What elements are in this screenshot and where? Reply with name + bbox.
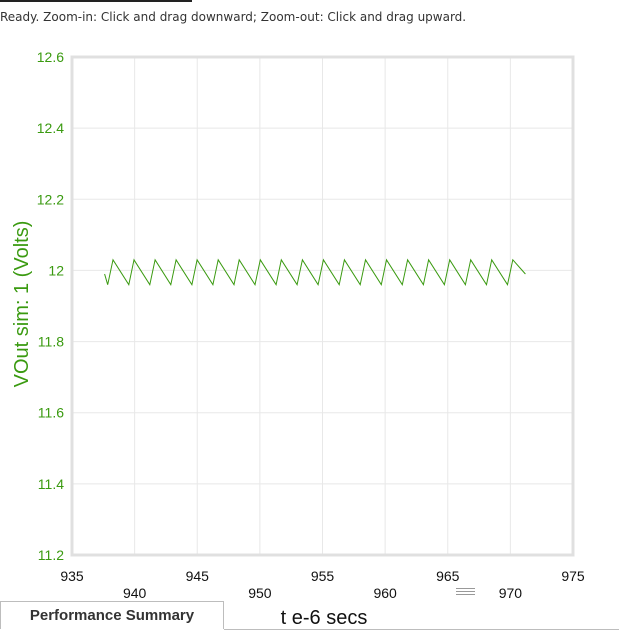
y-tick-label: 12.6 — [37, 49, 64, 65]
y-tick-label: 12.4 — [37, 120, 64, 136]
y-axis-ticks: 12.6 12.4 12.2 12 11.8 11.6 11.4 11.2 — [37, 49, 64, 563]
x-tick-label: 975 — [561, 568, 585, 584]
x-tick-label: 945 — [186, 568, 210, 584]
x-axis-ticks: 935 945 955 965 975 940 950 960 970 — [60, 568, 585, 601]
y-tick-label: 12 — [48, 262, 64, 278]
x-tick-label: 950 — [248, 585, 272, 601]
chart-grid — [71, 56, 574, 556]
y-tick-label: 11.6 — [38, 405, 64, 421]
x-axis-label: t e-6 secs — [281, 607, 368, 629]
y-tick-label: 11.4 — [38, 476, 64, 492]
chart-series-vout — [104, 258, 526, 287]
top-divider — [0, 0, 192, 2]
y-axis-label: VOut sim: 1 (Volts) — [11, 221, 33, 388]
x-tick-label: 955 — [311, 568, 335, 584]
x-tick-label: 965 — [436, 568, 460, 584]
x-tick-label: 970 — [499, 585, 523, 601]
plot-area[interactable] — [70, 55, 575, 557]
status-message: Ready. Zoom-in: Click and drag downward;… — [0, 10, 467, 24]
y-tick-label: 11.8 — [38, 334, 64, 350]
y-tick-label: 11.2 — [38, 547, 64, 563]
tab-strip-border — [224, 629, 619, 630]
x-tick-label: 935 — [60, 568, 84, 584]
tab-performance-summary[interactable]: Performance Summary — [0, 601, 224, 629]
y-tick-label: 12.2 — [37, 191, 64, 207]
x-tick-label: 940 — [123, 585, 147, 601]
x-tick-label: 960 — [373, 585, 397, 601]
splitter-handle-icon[interactable] — [456, 588, 475, 595]
